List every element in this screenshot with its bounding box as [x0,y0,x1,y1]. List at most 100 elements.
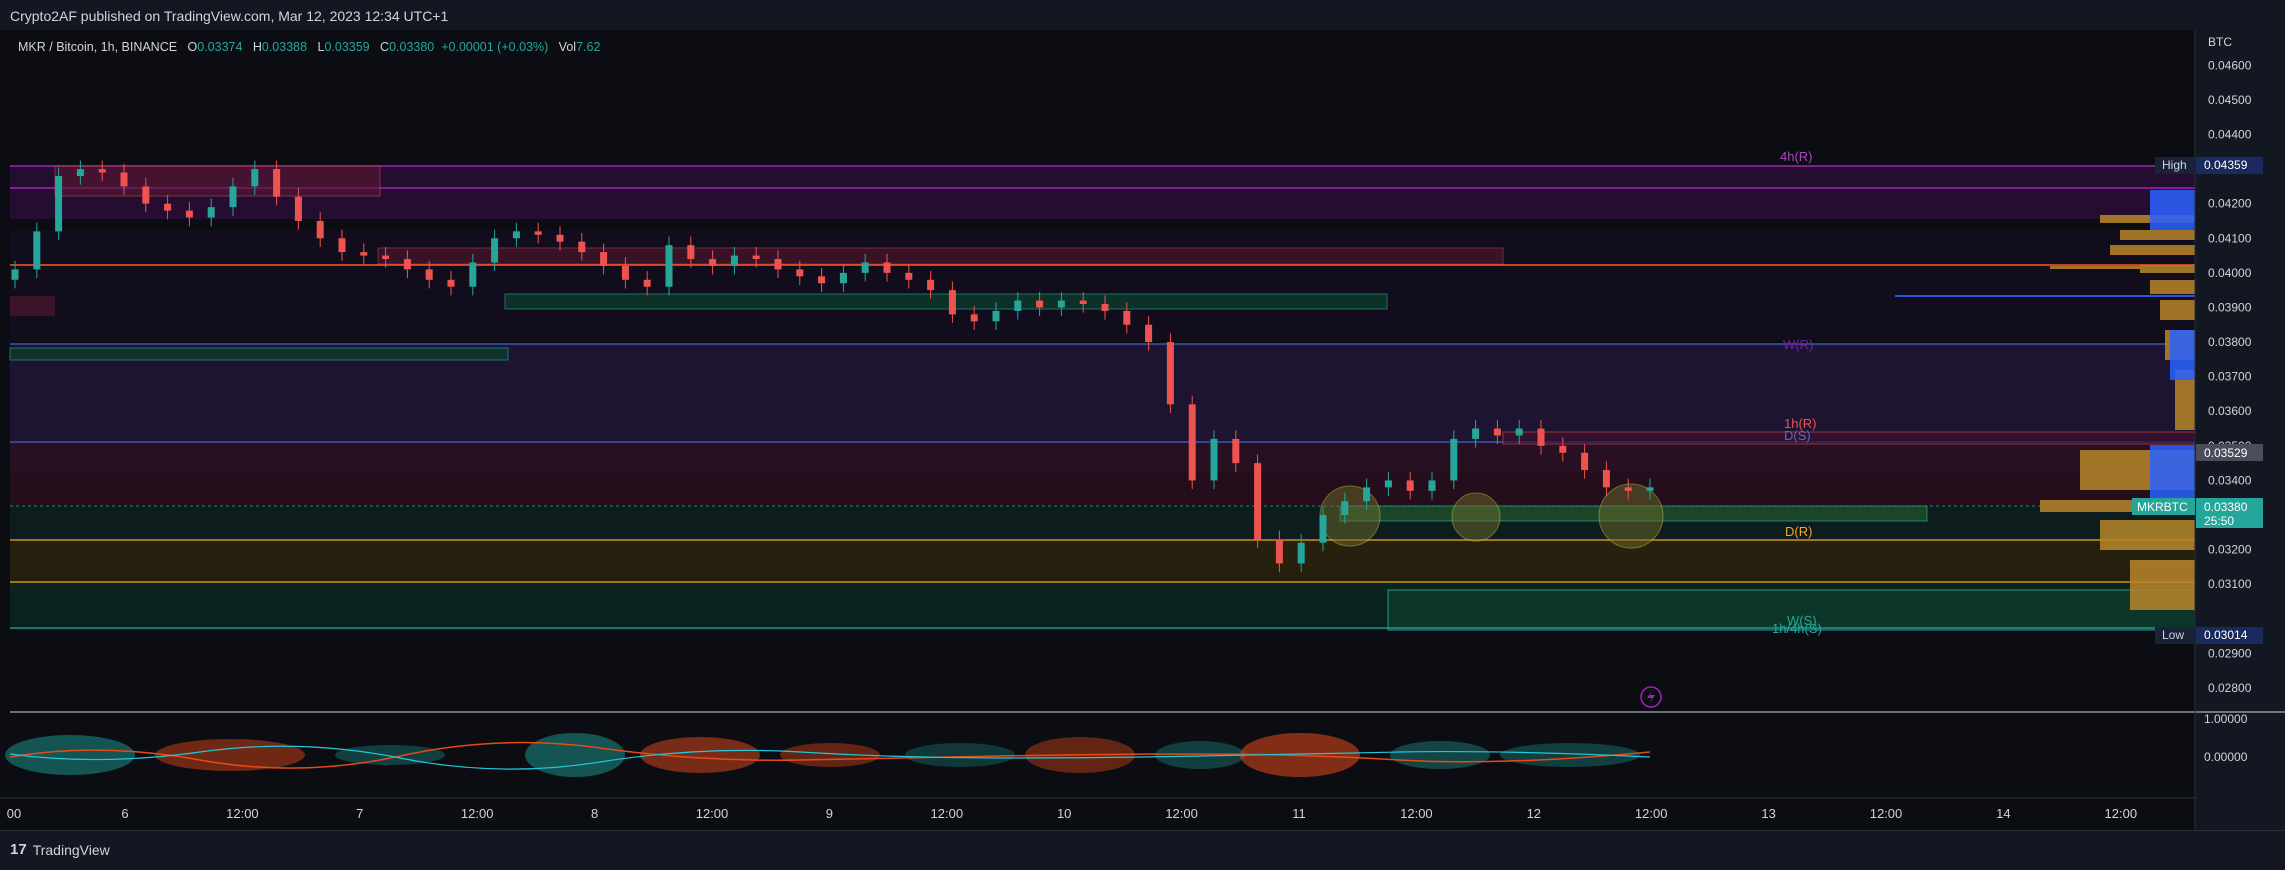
candle-body [98,169,106,173]
candle-body [1297,542,1305,564]
candle-body [927,279,935,291]
close-value: 0.03380 [389,40,435,54]
marker-value-tag [2196,444,2263,461]
open-value: 0.03374 [197,40,243,54]
candle-body [1559,445,1567,453]
volume-profile-blue [1895,190,2195,505]
candle-body [1646,487,1654,491]
candle-body [643,279,651,287]
symbol-legend[interactable]: MKR / Bitcoin, 1h, BINANCE O0.03374 H0.0… [18,40,600,54]
lightning-icon[interactable] [1640,686,1662,708]
candle-body [185,210,193,218]
candle-body [534,231,542,235]
candle-body [1079,300,1087,304]
high-label: High [2162,158,2187,172]
candle-body [621,265,629,280]
candle-body [1537,428,1545,446]
candle-body [905,272,913,280]
high-tag [2155,157,2195,174]
box-resistance [10,296,55,316]
candle-body [1057,300,1065,308]
publish-bar: Crypto2AF published on TradingView.com, … [0,0,2285,30]
tradingview-icon: 17 [10,841,27,858]
highlight-circle [1319,485,1381,547]
low-value: 0.03014 [2204,628,2248,642]
candlestick-series [11,160,1654,573]
candle-body [1319,515,1327,543]
candle-body [142,186,150,204]
candle-body [164,203,172,211]
candle-body [360,252,368,256]
price-tick: 0.04100 [2208,231,2252,245]
candle-body [774,259,782,270]
candle-body [600,252,608,266]
candle-body [76,169,84,176]
candle-body [120,172,128,187]
price-tick: 0.03600 [2208,404,2252,418]
high-value: 0.04359 [2204,158,2248,172]
volume-label: Vol [558,40,577,54]
currency-label: BTC [2208,35,2232,49]
low-label: L [317,40,325,54]
low-tag [2155,627,2195,644]
candle-body [883,262,891,273]
candle-body [55,176,63,232]
chart-area[interactable]: 4h(R) W(R) 1h(R) D(S) D(R) W(S) 1h/4h(S)… [0,30,2285,830]
time-axis-ticks[interactable]: 00 6 12:00 7 12:00 8 12:00 9 12:00 10 12:00 11 12:00… [7,806,2137,821]
candle-body [992,310,1000,322]
low-value-tag [2196,627,2263,644]
price-tick: 0.03700 [2208,370,2252,384]
low-value: 0.03359 [324,40,370,54]
candle-body [818,276,826,284]
candle-body [1341,501,1349,516]
tradingview-logo[interactable]: 17 TradingView [10,841,110,858]
symbol-label: MKRBTC [2137,500,2188,514]
candle-body [948,290,956,315]
box-support [504,293,1388,310]
candle-body [1624,487,1632,491]
time-tick: 12:00 [1400,806,1433,821]
time-tick: 14 [1996,806,2010,821]
time-tick: 12:00 [226,806,259,821]
candle-body [294,196,302,221]
countdown: 25:50 [2204,514,2234,528]
box-resistance [377,247,1504,265]
zone-label-w-s: W(S) [1787,613,1817,628]
change-value: +0.00001 (+0.03%) [441,40,549,54]
highlight-circle [1598,483,1664,549]
box-resistance [54,165,381,197]
lightning-bolt-icon [1647,690,1655,704]
candle-body [1515,428,1523,436]
time-tick: 12:00 [1870,806,1903,821]
oscillator-ribbon [5,733,1651,777]
price-tick: 0.04400 [2208,127,2252,141]
time-tick: 11 [1292,806,1306,821]
candle-body [1428,480,1436,491]
price-tick: 0.04600 [2208,58,2252,72]
candle-body [1275,539,1283,564]
candle-body [512,231,520,239]
candle-body [33,231,41,270]
price-tick: 0.04500 [2208,93,2252,107]
price-tick: 0.03800 [2208,335,2252,349]
candle-body [11,269,19,280]
candle-body [447,279,455,287]
zone-label-w-r: W(R) [1783,337,1813,352]
time-tick: 12:00 [696,806,729,821]
candle-body [207,207,215,218]
candle-body [1581,452,1589,471]
time-tick: 00 [7,806,21,821]
candle-body [1123,310,1131,325]
box-support [9,347,509,361]
open-label: O [187,40,198,54]
candle-body [1472,428,1480,439]
zone-label-d-r: D(R) [1785,524,1812,539]
high-value: 0.03388 [261,40,308,54]
price-tick: 0.03900 [2208,300,2252,314]
candle-body [469,262,477,287]
price-tick: 0.02800 [2208,681,2252,695]
symbol-tag [2132,498,2195,515]
candle-body [1166,342,1174,405]
price-tick: 0.04000 [2208,266,2252,280]
candle-body [970,314,978,322]
